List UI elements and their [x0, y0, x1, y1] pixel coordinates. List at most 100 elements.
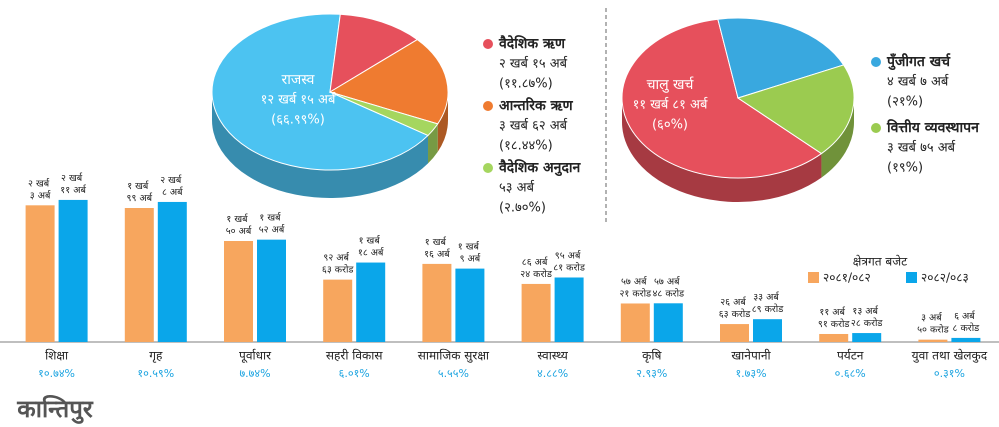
bar: [918, 339, 948, 342]
value-label: २६ अर्ब ६३ करोड: [719, 296, 752, 320]
value-label: ९५ अर्ब ८१ करोड: [553, 249, 586, 273]
bar: [25, 205, 55, 342]
pie-side: [211, 92, 429, 199]
value-label-line: २८ करोड: [851, 317, 884, 329]
bar: [257, 239, 286, 342]
value-label-line: २ खर्ब: [160, 173, 184, 185]
value-label-line: १ खर्ब: [359, 234, 383, 246]
pie-slice: [329, 91, 439, 137]
share-label: ०.६८%: [835, 367, 866, 380]
legend-percent: (११.८७%): [499, 77, 553, 92]
legend-percent: (१९%): [887, 161, 923, 176]
pie-slice: [328, 38, 449, 125]
share-label: ४.८८%: [537, 367, 568, 380]
value-label-line: ३ अर्ब: [30, 189, 52, 201]
value-label-line: ८९ करोड: [752, 303, 785, 315]
value-label: १ खर्ब ९९ अर्ब: [127, 180, 154, 204]
value-label-line: ५० अर्ब: [226, 225, 253, 237]
share-label: १०.५९%: [137, 367, 174, 380]
value-label-line: ८ करोड: [953, 321, 981, 333]
value-label: ९२ अर्ब ६३ करोड: [322, 251, 355, 275]
logo: कान्तिपुर: [16, 395, 94, 424]
bar: [951, 337, 981, 342]
x-tick-label: शिक्षा: [45, 349, 69, 363]
value-label-line: ११ अर्ब: [60, 183, 87, 195]
legend-marker: [483, 163, 493, 173]
value-label: १ खर्ब १६ अर्ब: [424, 235, 451, 259]
value-label: ५७ अर्ब ४८ करोड: [652, 275, 685, 299]
value-label-line: ९२ अर्ब: [323, 251, 352, 263]
bar: [124, 208, 154, 342]
value-label-line: २४ करोड: [520, 267, 553, 279]
value-label-line: ६३ करोड: [719, 308, 752, 320]
legend-marker: [808, 272, 819, 283]
bar: [157, 201, 187, 342]
value-label-line: ९ अर्ब: [460, 252, 482, 264]
value-label-line: ८१ करोड: [553, 261, 586, 273]
value-label-line: ५७ अर्ब: [654, 275, 683, 287]
value-label-line: १ खर्ब: [458, 240, 482, 252]
pie-side: [622, 98, 822, 203]
value-label: १ खर्ब ५० अर्ब: [226, 213, 253, 237]
value-label: ५७ अर्ब २१ करोड: [619, 275, 652, 299]
bar: [753, 319, 782, 342]
x-tick-label: सहरी विकास: [326, 349, 383, 363]
pie-slice: [329, 13, 419, 93]
x-tick-label: सामाजिक सुरक्षा: [418, 349, 490, 364]
legend-label: २०८२/०८३: [921, 271, 969, 285]
value-label-line: १ खर्ब: [127, 180, 151, 192]
share-label: १.७३%: [735, 367, 766, 380]
bar: [521, 283, 551, 342]
legend-marker: [871, 57, 881, 67]
value-label-line: ५० करोड: [917, 323, 950, 335]
value-label-line: ९५ अर्ब: [555, 249, 584, 261]
bar: [422, 263, 452, 342]
slice-label: राजस्व: [282, 72, 315, 88]
x-tick-label: युवा तथा खेलकुद: [912, 349, 988, 364]
legend-marker: [483, 39, 493, 49]
bar: [720, 324, 749, 342]
bar: [819, 333, 849, 342]
value-label: १३ अर्ब २८ करोड: [851, 305, 884, 329]
pie-slice: [211, 13, 429, 171]
value-label-line: २१ करोड: [619, 287, 652, 299]
pie-slice: [717, 17, 845, 99]
value-label-line: १ खर्ब: [259, 211, 283, 223]
value-label: १ खर्ब १८ अर्ब: [358, 234, 385, 258]
share-label: २.९३%: [636, 367, 667, 380]
pie-side: [437, 92, 448, 152]
legend-amount: ५३ अर्ब: [499, 180, 535, 196]
pie-slice: [621, 18, 823, 179]
share-label: १०.७४%: [38, 367, 75, 380]
value-label: २ खर्ब ८ अर्ब: [160, 173, 184, 197]
legend-label: वित्तीय व्यवस्थापन: [886, 119, 980, 136]
value-label: २ खर्ब ११ अर्ब: [60, 171, 87, 195]
value-label: २ खर्ब ३ अर्ब: [28, 177, 52, 201]
slice-amount: १२ खर्ब १५ अर्ब: [261, 92, 337, 108]
value-label-line: ३३ अर्ब: [753, 291, 782, 303]
legend-label: आन्तरिक ऋण: [499, 97, 574, 114]
value-label-line: ६३ करोड: [322, 263, 355, 275]
legend-percent: (२.७०%): [499, 201, 546, 216]
value-label-line: १३ अर्ब: [852, 305, 881, 317]
x-tick-label: स्वास्थ्य: [537, 349, 569, 363]
legend-marker: [906, 272, 917, 283]
bar: [653, 303, 683, 342]
value-label-line: ५७ अर्ब: [621, 275, 650, 287]
value-label-line: ५२ अर्ब: [259, 223, 286, 235]
legend-marker: [871, 123, 881, 133]
legend-percent: (१८.४४%): [499, 139, 553, 154]
share-label: ५.५५%: [438, 367, 469, 380]
legend-marker: [483, 101, 493, 111]
value-label-line: २६ अर्ब: [720, 296, 749, 308]
x-tick-label: पर्यटन: [837, 349, 864, 363]
legend-label: वैदेशिक अनुदान: [498, 159, 582, 177]
value-label-line: २ खर्ब: [61, 171, 85, 183]
bar: [554, 277, 584, 342]
share-label: ७.७४%: [239, 367, 270, 380]
value-label: ३३ अर्ब ८९ करोड: [752, 291, 785, 315]
slice-percent: (६०%): [652, 118, 688, 133]
value-label-line: ८ अर्ब: [162, 185, 184, 197]
value-label-line: ३ अर्ब: [921, 311, 945, 323]
slice-label: चालु खर्च: [647, 76, 695, 93]
